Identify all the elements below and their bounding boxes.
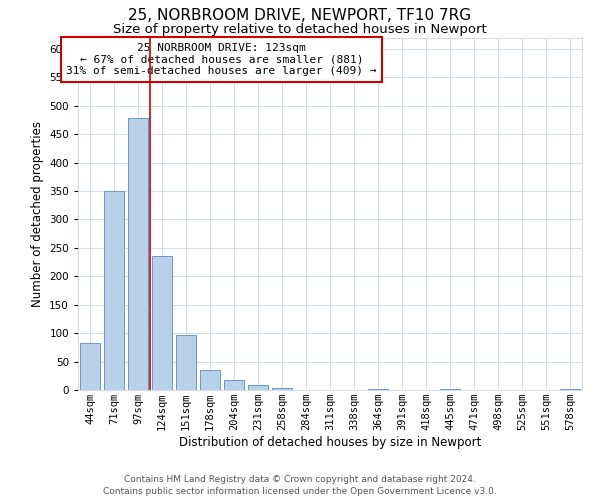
X-axis label: Distribution of detached houses by size in Newport: Distribution of detached houses by size … <box>179 436 481 449</box>
Bar <box>224 380 244 390</box>
Bar <box>248 386 268 390</box>
Text: Size of property relative to detached houses in Newport: Size of property relative to detached ho… <box>113 22 487 36</box>
Bar <box>176 335 196 390</box>
Y-axis label: Number of detached properties: Number of detached properties <box>31 120 44 306</box>
Text: 25, NORBROOM DRIVE, NEWPORT, TF10 7RG: 25, NORBROOM DRIVE, NEWPORT, TF10 7RG <box>128 8 472 22</box>
Bar <box>272 388 292 390</box>
Bar <box>80 344 100 390</box>
Text: 25 NORBROOM DRIVE: 123sqm
← 67% of detached houses are smaller (881)
31% of semi: 25 NORBROOM DRIVE: 123sqm ← 67% of detac… <box>67 43 377 76</box>
Bar <box>200 370 220 390</box>
Text: Contains HM Land Registry data © Crown copyright and database right 2024.
Contai: Contains HM Land Registry data © Crown c… <box>103 474 497 496</box>
Bar <box>104 191 124 390</box>
Bar <box>152 256 172 390</box>
Bar <box>128 118 148 390</box>
